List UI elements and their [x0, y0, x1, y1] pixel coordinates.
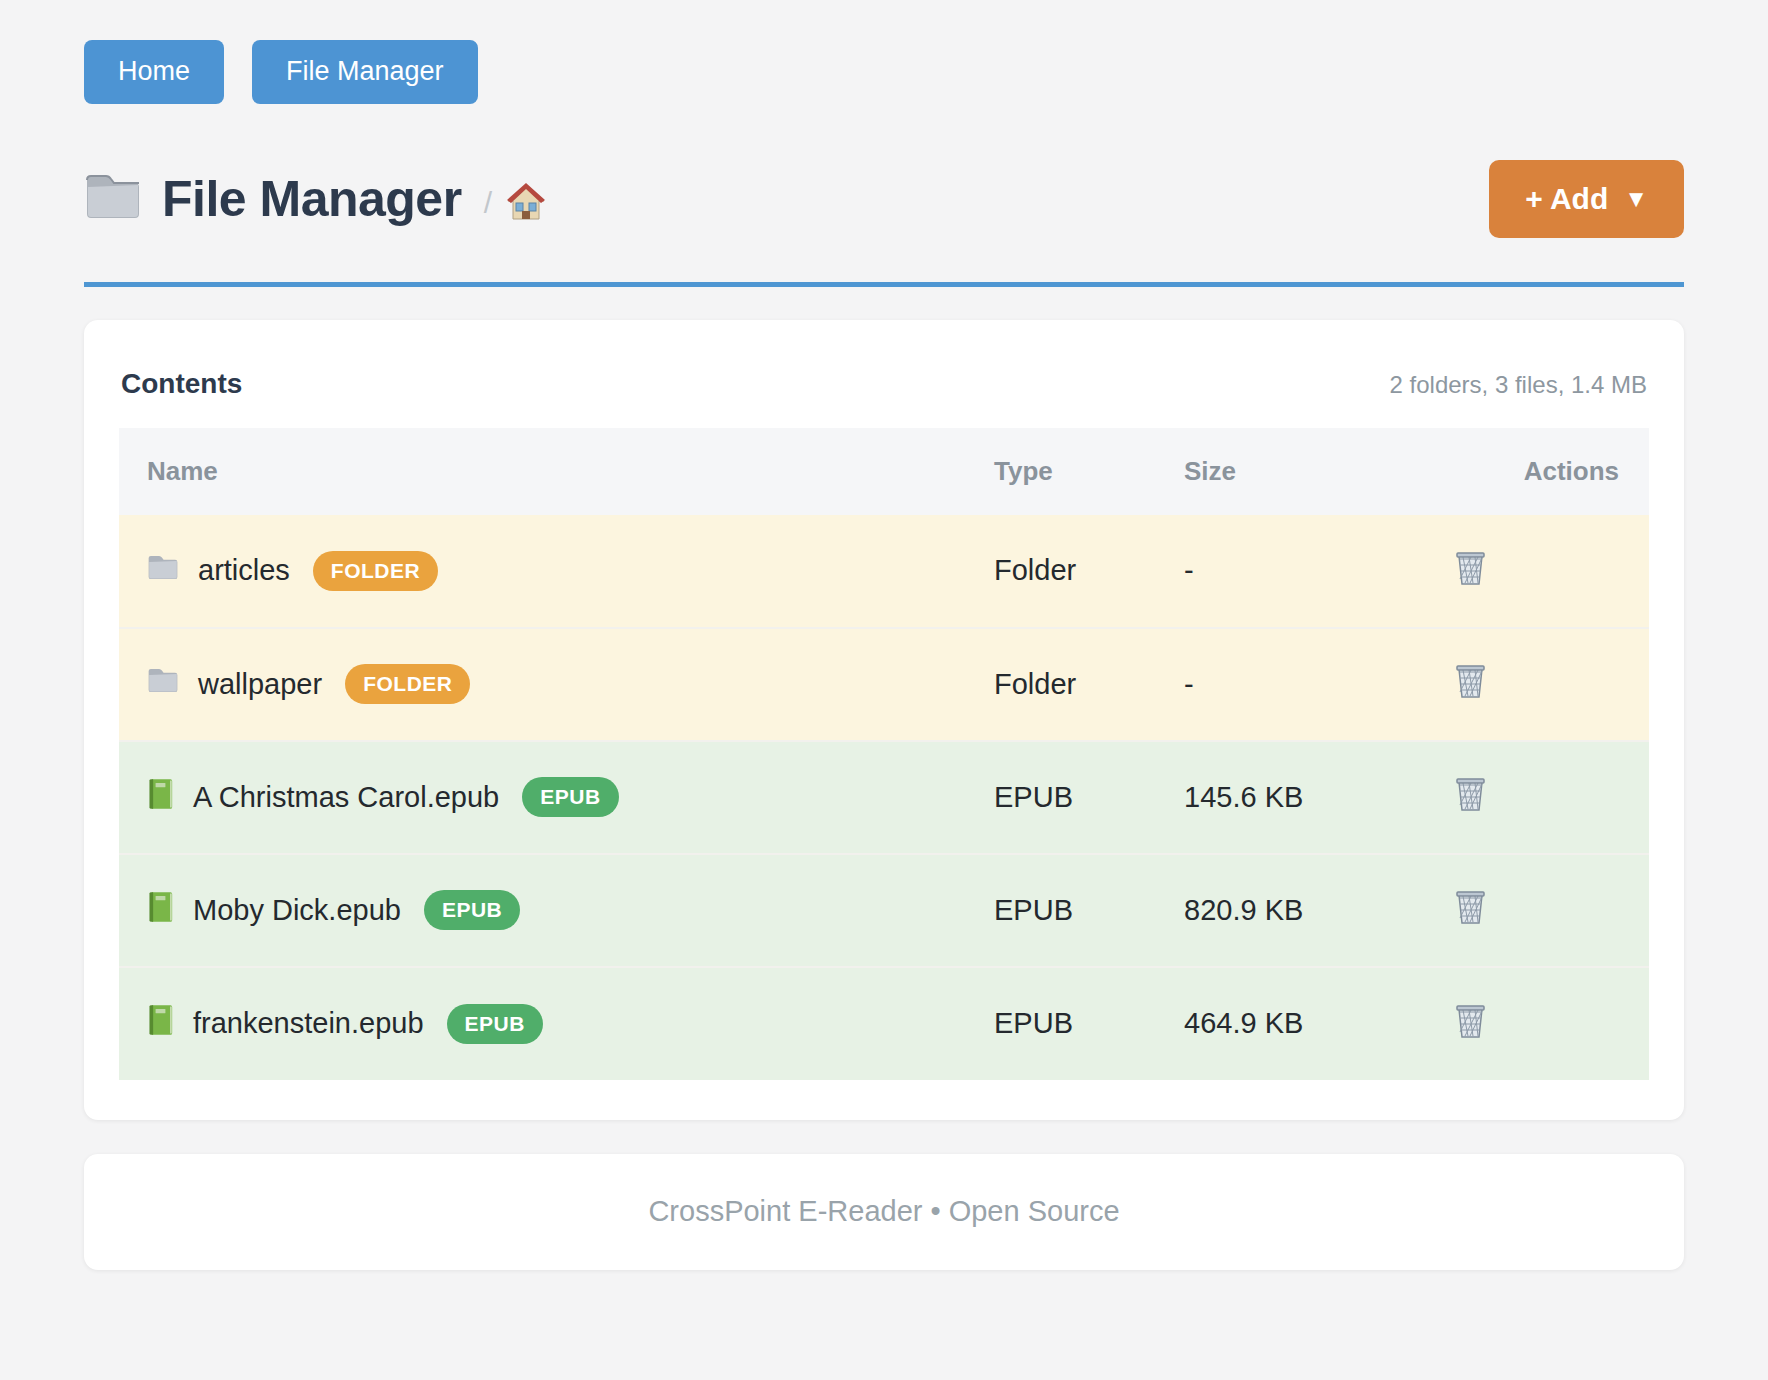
footer-text: CrossPoint E-Reader • Open Source	[648, 1195, 1119, 1228]
delete-button[interactable]	[1454, 549, 1487, 586]
trash-icon	[1454, 888, 1487, 925]
table-row-frankenstein: frankenstein.epub EPUB EPUB 464.9 KB	[119, 967, 1649, 1080]
item-size: 464.9 KB	[1184, 967, 1399, 1080]
trash-icon	[1454, 775, 1487, 812]
table-row-christmas-carol: A Christmas Carol.epub EPUB EPUB 145.6 K…	[119, 741, 1649, 854]
column-header-size: Size	[1184, 428, 1399, 515]
home-button[interactable]: Home	[84, 40, 224, 104]
folder-icon	[147, 554, 179, 588]
page-header: File Manager / + Add ▼	[84, 160, 1684, 238]
item-name[interactable]: Moby Dick.epub	[193, 894, 401, 927]
item-type: EPUB	[994, 741, 1184, 854]
add-button-label: + Add	[1525, 182, 1608, 216]
table-row-wallpaper: wallpaper FOLDER Folder -	[119, 628, 1649, 741]
breadcrumb-separator: /	[484, 186, 492, 220]
delete-button[interactable]	[1454, 775, 1487, 812]
file-manager-button[interactable]: File Manager	[252, 40, 478, 104]
contents-card-header: Contents 2 folders, 3 files, 1.4 MB	[119, 356, 1649, 400]
item-type: Folder	[994, 515, 1184, 628]
caret-down-icon: ▼	[1624, 185, 1648, 213]
add-button[interactable]: + Add ▼	[1489, 160, 1684, 238]
contents-title: Contents	[121, 368, 242, 400]
header-divider	[84, 282, 1684, 287]
book-icon	[147, 891, 174, 930]
delete-button[interactable]	[1454, 662, 1487, 699]
book-icon	[147, 1004, 174, 1043]
item-type: Folder	[994, 628, 1184, 741]
table-row-articles: articles FOLDER Folder -	[119, 515, 1649, 628]
folder-icon	[84, 173, 142, 225]
epub-badge: EPUB	[447, 1004, 543, 1044]
top-nav: Home File Manager	[84, 40, 1684, 104]
folder-badge: FOLDER	[313, 551, 438, 591]
item-size: 820.9 KB	[1184, 854, 1399, 967]
item-size: -	[1184, 628, 1399, 741]
epub-badge: EPUB	[424, 890, 520, 930]
column-header-actions: Actions	[1399, 428, 1649, 515]
item-size: 145.6 KB	[1184, 741, 1399, 854]
folder-badge: FOLDER	[345, 664, 470, 704]
item-name[interactable]: wallpaper	[198, 668, 322, 701]
column-header-type: Type	[994, 428, 1184, 515]
trash-icon	[1454, 549, 1487, 586]
item-name[interactable]: A Christmas Carol.epub	[193, 781, 499, 814]
folder-icon	[147, 667, 179, 701]
delete-button[interactable]	[1454, 1002, 1487, 1039]
item-name[interactable]: frankenstein.epub	[193, 1007, 424, 1040]
contents-card: Contents 2 folders, 3 files, 1.4 MB Name…	[84, 320, 1684, 1120]
book-icon	[147, 778, 174, 817]
file-table: Name Type Size Actions	[119, 428, 1649, 1080]
contents-summary: 2 folders, 3 files, 1.4 MB	[1390, 371, 1647, 399]
trash-icon	[1454, 1002, 1487, 1039]
table-header-row: Name Type Size Actions	[119, 428, 1649, 515]
column-header-name: Name	[119, 428, 994, 515]
delete-button[interactable]	[1454, 888, 1487, 925]
epub-badge: EPUB	[522, 777, 618, 817]
file-manager-page: Home File Manager File Manager /	[0, 0, 1768, 1380]
table-row-moby-dick: Moby Dick.epub EPUB EPUB 820.9 KB	[119, 854, 1649, 967]
trash-icon	[1454, 662, 1487, 699]
footer-card: CrossPoint E-Reader • Open Source	[84, 1154, 1684, 1270]
home-breadcrumb-icon[interactable]	[506, 182, 546, 226]
item-name[interactable]: articles	[198, 554, 290, 587]
item-type: EPUB	[994, 854, 1184, 967]
item-size: -	[1184, 515, 1399, 628]
page-title: File Manager	[162, 170, 462, 228]
title-group: File Manager /	[84, 170, 546, 228]
item-type: EPUB	[994, 967, 1184, 1080]
